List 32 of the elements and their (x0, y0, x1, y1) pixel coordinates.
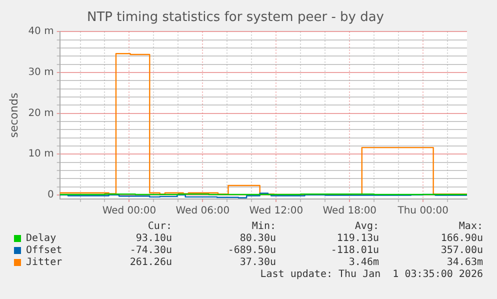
legend-label: Delay (26, 233, 56, 244)
x-tick-label: Wed 18:00 (322, 206, 377, 217)
text: 80.30u (238, 233, 276, 244)
text: Cur: (146, 221, 172, 232)
text: -118.01u (330, 245, 379, 256)
x-tick-label: Wed 06:00 (176, 206, 230, 217)
text: Avg: (354, 221, 379, 232)
text: Max: (458, 221, 483, 232)
text: 166.90u (440, 233, 483, 244)
x-tick-label: Wed 00:00 (102, 206, 156, 217)
x-tick-label: Thu 00:00 (396, 206, 449, 217)
legend-label: Jitter (26, 257, 62, 268)
y-tick-label: 20 m (28, 108, 54, 119)
legend-label: Offset (26, 245, 62, 256)
y-tick-label: 30 m (28, 67, 54, 78)
text: Last update: Thu Jan 1 03:35:00 2026 (260, 269, 483, 280)
text: Min: (250, 221, 276, 232)
y-tick-label: 0 (47, 190, 54, 201)
text: -689.50u (226, 245, 276, 256)
text: 93.10u (134, 233, 172, 244)
text: -74.30u (128, 245, 172, 256)
text: 34.63m (446, 257, 483, 268)
text: 37.30u (238, 257, 276, 268)
y-axis-title: seconds (7, 92, 20, 138)
y-tick-label: 10 m (28, 148, 54, 160)
y-tick-label: 40 m (28, 26, 54, 38)
text: 357.00u (440, 245, 483, 256)
text: 119.13u (336, 233, 379, 244)
x-tick-label: Wed 12:00 (249, 206, 304, 217)
text: 3.46m (348, 257, 379, 268)
chart-title: NTP timing statistics for system peer - by day (86, 10, 384, 26)
text: 261.26u (128, 257, 172, 268)
